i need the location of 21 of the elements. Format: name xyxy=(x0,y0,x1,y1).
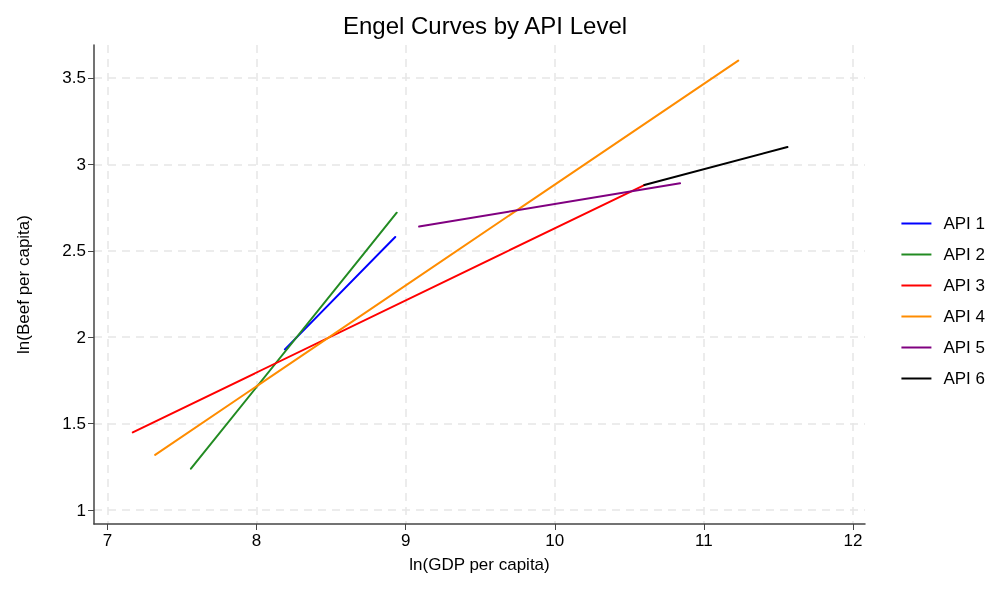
legend-label: API 4 xyxy=(943,307,986,326)
chart-title: Engel Curves by API Level xyxy=(342,11,628,39)
x-tick-label: 12 xyxy=(843,531,863,550)
x-tick-label: 11 xyxy=(695,531,713,550)
legend-label: API 3 xyxy=(943,276,986,295)
legend-label: API 5 xyxy=(943,338,986,357)
legend-label: API 1 xyxy=(943,214,986,233)
x-tick-label: 9 xyxy=(400,531,411,550)
legend-label: API 2 xyxy=(943,245,986,264)
x-tick-label: 8 xyxy=(251,531,262,550)
x-tick-label: 7 xyxy=(102,531,113,550)
y-axis-title: ln(Beef per capita) xyxy=(14,215,33,354)
y-tick-label: 1 xyxy=(76,500,86,520)
y-tick-label: 2.5 xyxy=(62,241,86,261)
y-tick-label: 3 xyxy=(76,154,86,174)
legend-label: API 6 xyxy=(943,369,986,388)
x-tick-label: 10 xyxy=(545,531,565,550)
y-tick-label: 2 xyxy=(76,327,86,347)
y-tick-label: 1.5 xyxy=(62,414,86,434)
y-tick-label: 3.5 xyxy=(62,68,86,88)
x-axis-title: ln(GDP per capita) xyxy=(409,555,550,574)
